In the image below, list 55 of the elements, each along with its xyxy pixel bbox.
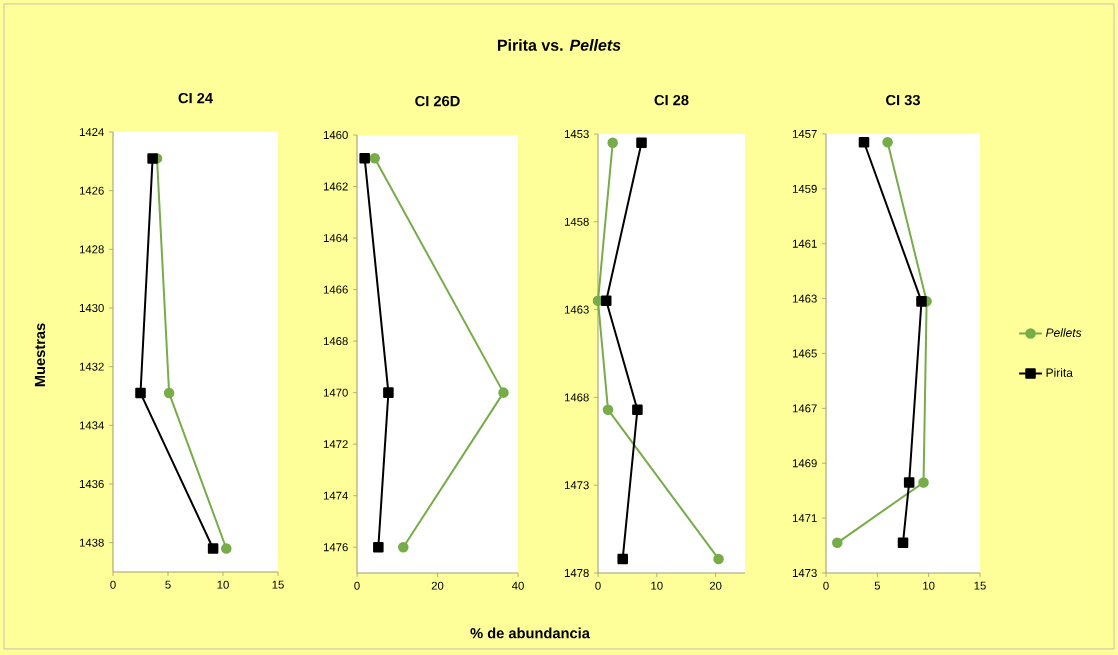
- y-tick-label: 1463: [564, 305, 589, 314]
- chart-title: CI 28: [654, 94, 689, 106]
- y-tick-label: 1453: [564, 129, 589, 138]
- x-tick-label: 20: [431, 581, 444, 590]
- x-tick-label: 0: [595, 581, 601, 590]
- x-tick-label: 0: [823, 581, 829, 590]
- y-tick-label: 1462: [323, 182, 348, 191]
- y-tick-label: 1436: [79, 479, 104, 488]
- y-tick-label: 1426: [79, 186, 104, 195]
- x-tick-label: 10: [923, 581, 935, 590]
- chart-title: CI 24: [178, 92, 213, 104]
- x-tick-label: 0: [110, 580, 116, 589]
- x-tick-label: 0: [354, 581, 360, 590]
- x-tick-label: 10: [217, 580, 229, 589]
- legend-label: Pirita: [1046, 368, 1073, 377]
- y-tick-label: 1430: [79, 303, 104, 312]
- x-tick-label: 40: [511, 581, 524, 590]
- y-tick-label: 1470: [323, 388, 348, 397]
- y-tick-label: 1472: [323, 440, 348, 449]
- y-tick-label: 1478: [564, 568, 589, 577]
- y-tick-label: 1468: [564, 393, 589, 402]
- chart-title: CI 33: [886, 94, 920, 106]
- x-axis-title: % de abundancia: [470, 627, 590, 639]
- x-tick-label: 5: [874, 581, 881, 590]
- y-tick-label: 1424: [79, 128, 104, 136]
- x-tick-label: 10: [651, 581, 663, 590]
- y-tick-label: 1458: [564, 217, 589, 226]
- text: Pirita vs. Pellets: [497, 39, 621, 51]
- x-tick-label: 15: [272, 580, 284, 589]
- y-tick-label: 1464: [323, 234, 348, 243]
- y-tick-label: 1461: [792, 239, 817, 248]
- x-tick-label: 20: [709, 581, 722, 590]
- y-tick-label: 1463: [792, 294, 817, 303]
- chart-title: CI 26D: [415, 95, 460, 107]
- y-tick-label: 1471: [792, 514, 817, 523]
- y-tick-label: 1432: [79, 362, 104, 371]
- x-tick-label: 15: [974, 581, 986, 590]
- y-tick-label: 1473: [564, 481, 589, 490]
- y-tick-label: 1438: [79, 538, 104, 547]
- y-tick-label: 1465: [792, 349, 817, 358]
- y-tick-label: 1460: [323, 130, 348, 139]
- y-tick-label: 1457: [792, 130, 817, 138]
- y-tick-label: 1466: [323, 285, 348, 294]
- y-axis-title: Muestras: [34, 323, 46, 387]
- y-tick-label: 1428: [79, 245, 104, 254]
- y-tick-label: 1468: [323, 337, 348, 346]
- y-tick-label: 1474: [323, 491, 348, 500]
- y-tick-label: 1469: [792, 459, 817, 468]
- y-tick-label: 1476: [323, 543, 348, 552]
- y-tick-label: 1473: [792, 568, 817, 577]
- legend-label: Pellets: [1045, 328, 1082, 337]
- y-tick-label: 1467: [792, 404, 817, 413]
- y-tick-label: 1434: [79, 421, 104, 430]
- x-tick-label: 5: [165, 580, 171, 589]
- y-tick-label: 1459: [792, 184, 817, 193]
